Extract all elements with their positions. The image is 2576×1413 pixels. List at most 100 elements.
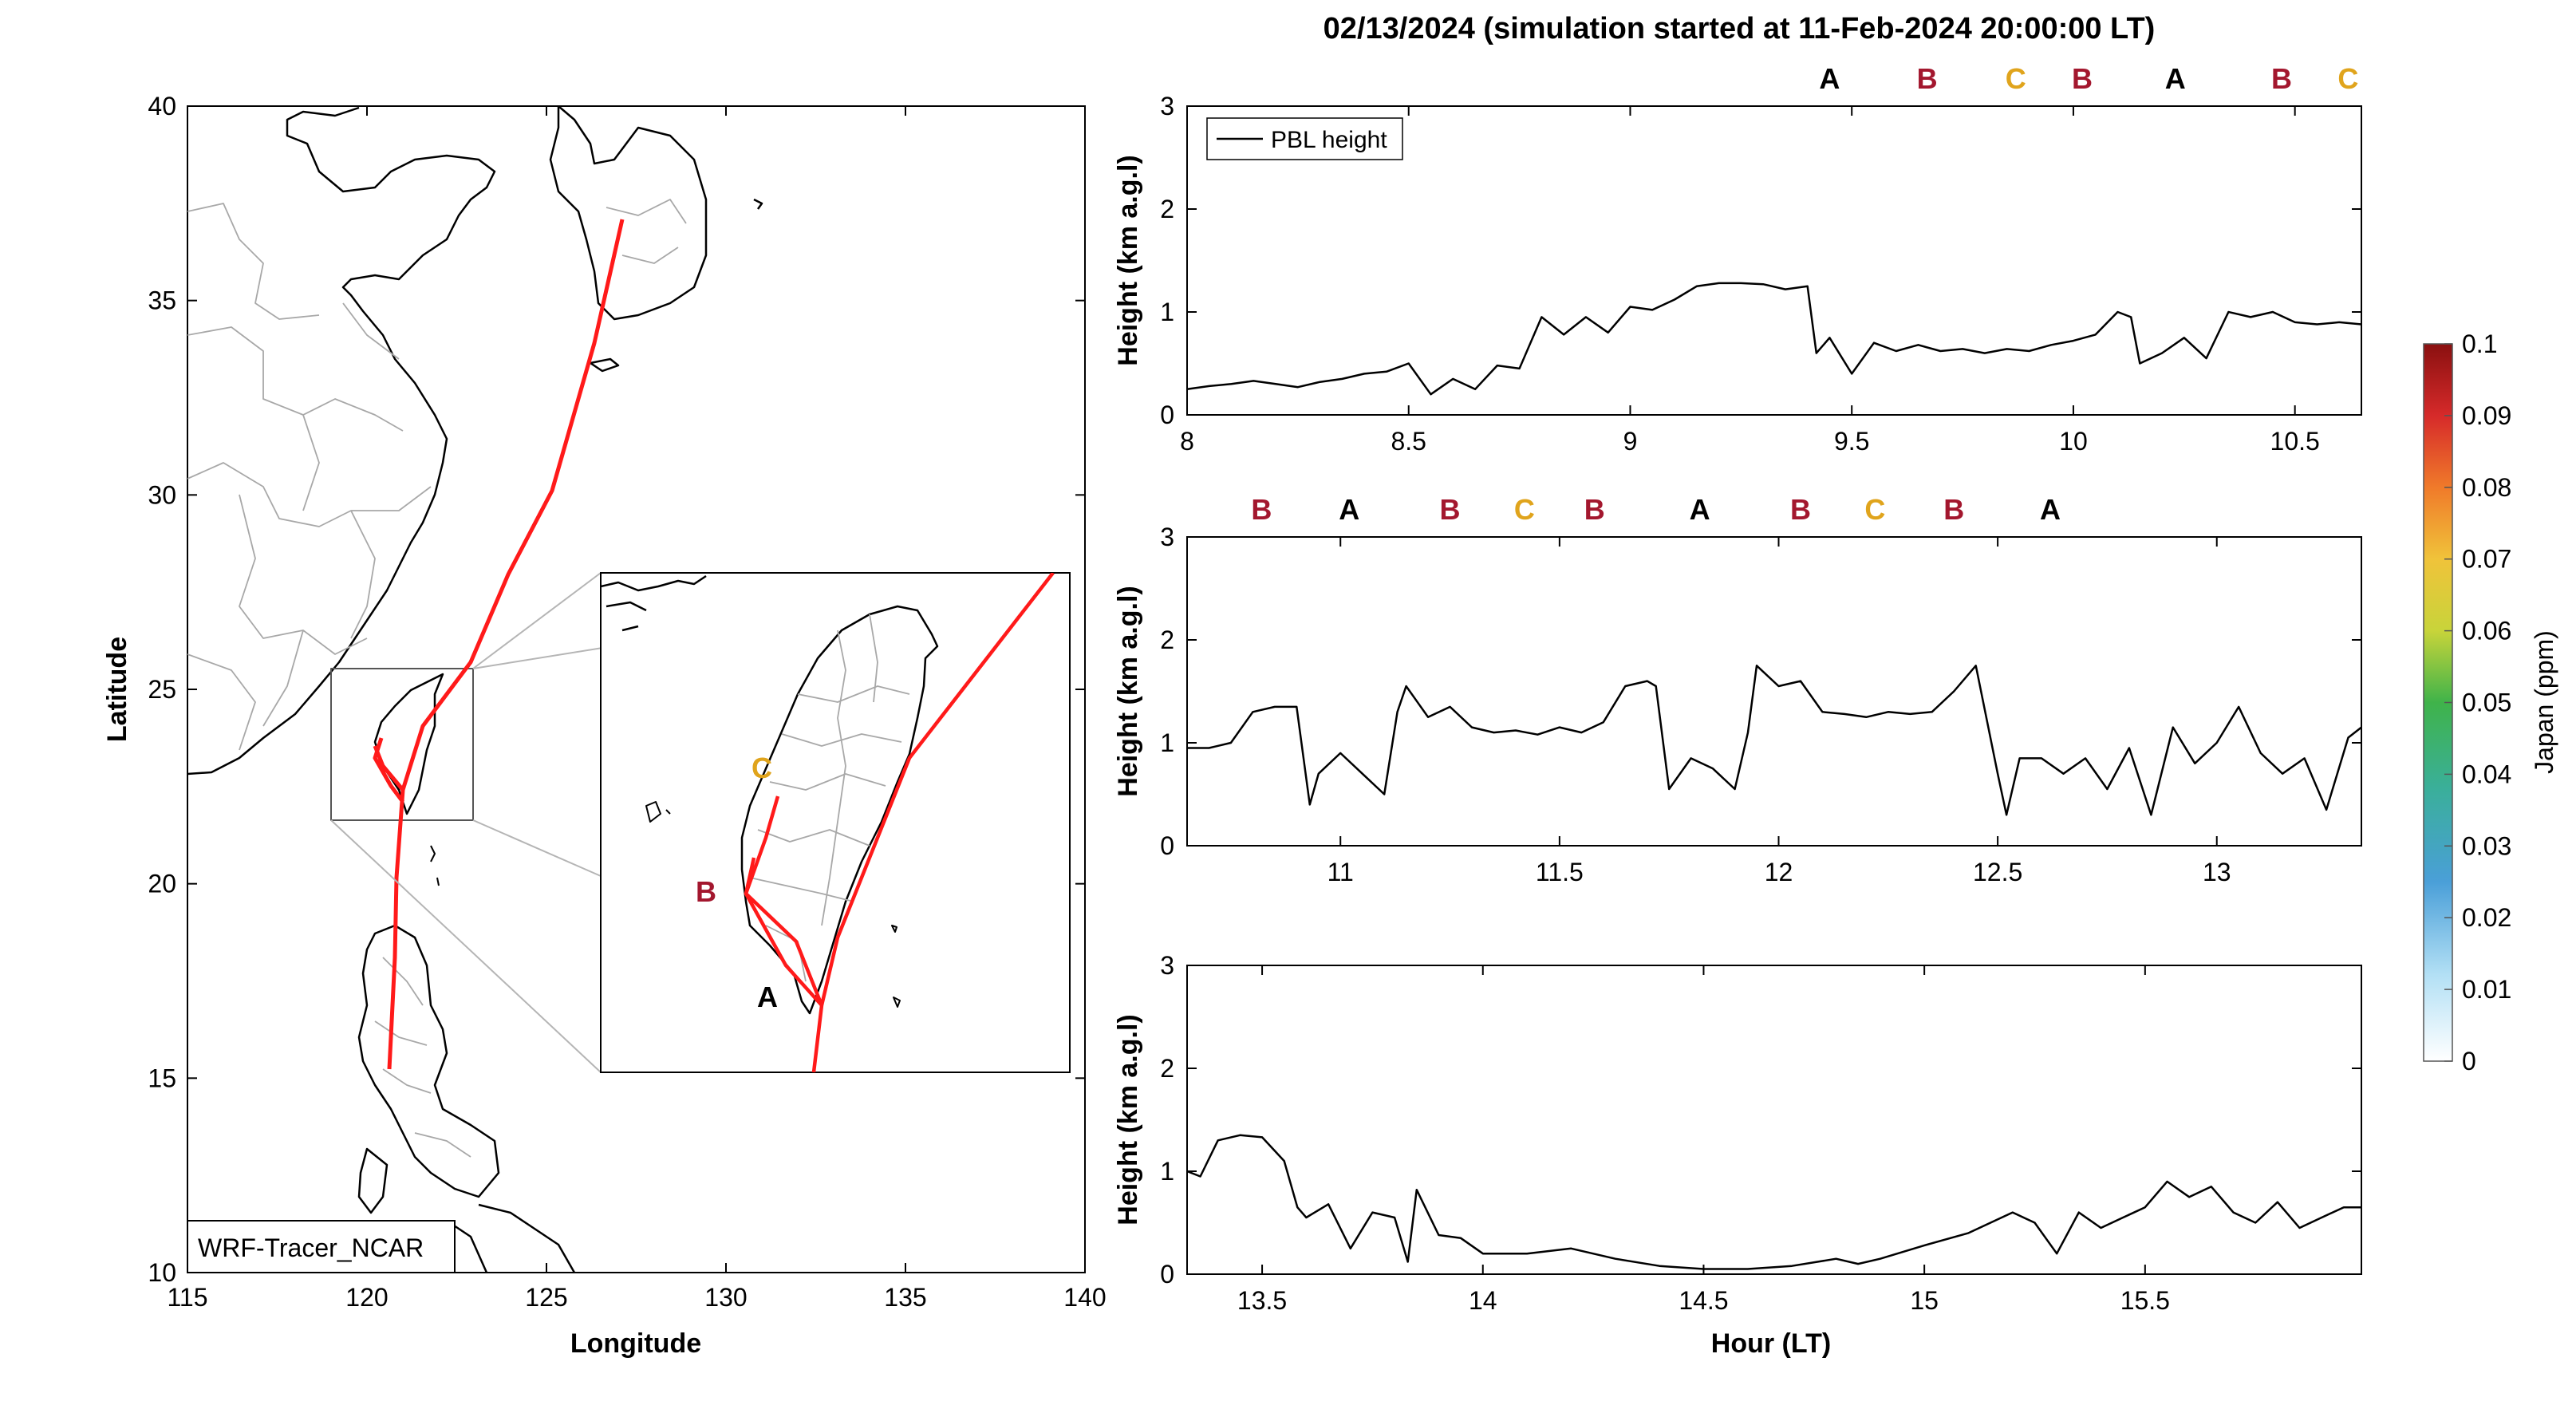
pbl-x-tick-label: 14	[1469, 1286, 1497, 1315]
coastline-mindoro	[357, 1147, 389, 1214]
colorbar-tick-label: 0.03	[2462, 831, 2511, 860]
inset-trajectory-branch	[744, 795, 824, 1007]
colorbar-tick-label: 0.08	[2462, 473, 2511, 502]
trajectory-marker-label: C	[1864, 493, 1885, 526]
colorbar-tick-label: 0.05	[2462, 689, 2511, 717]
coastline-batanes	[430, 845, 440, 886]
inset-label-c: C	[751, 752, 772, 784]
pbl-x-tick-label: 12.5	[1973, 858, 2022, 886]
trajectory-marker-label: B	[1251, 493, 1272, 526]
province-borders	[187, 199, 687, 751]
pbl-y-tick-label: 2	[1160, 1054, 1174, 1083]
map-y-ticks: 10 15 20 25 30 35 40	[148, 92, 1085, 1287]
map-x-tick-label: 135	[884, 1283, 926, 1312]
colorbar-tick-label: 0	[2462, 1047, 2476, 1076]
pbl-x-tick-label: 9.5	[1834, 427, 1869, 456]
pbl-x-tick-label: 14.5	[1679, 1286, 1728, 1315]
map-x-tick-label: 125	[525, 1283, 567, 1312]
pbl-y-axis-label: Height (km a.g.l)	[1113, 586, 1143, 796]
colorbar-tick-label: 0.06	[2462, 617, 2511, 645]
colorbar-tick-label: 0.09	[2462, 401, 2511, 430]
trajectory-marker-label: C	[2337, 62, 2358, 95]
trajectory-marker-label: B	[1917, 62, 1938, 95]
pbl-x-tick-label: 13	[2203, 858, 2231, 886]
colorbar-tick-label: 0.07	[2462, 545, 2511, 574]
trajectory-marker-label: B	[1943, 493, 1964, 526]
inset-penghu	[645, 801, 671, 823]
pbl-y-tick-label: 0	[1160, 831, 1174, 860]
pbl-x-tick-label: 8	[1180, 427, 1194, 456]
pbl-y-tick-label: 1	[1160, 298, 1174, 326]
pbl-y-tick-label: 2	[1160, 626, 1174, 654]
coastline-china	[187, 106, 496, 776]
map-land	[187, 106, 763, 1273]
pbl-y-axis-label: Height (km a.g.l)	[1113, 1014, 1143, 1225]
colorbar-tick-label: 0.04	[2462, 760, 2511, 788]
map-x-tick-label: 115	[167, 1283, 207, 1312]
time-x-axis-label: Hour (LT)	[1711, 1328, 1831, 1359]
pbl-y-tick-label: 1	[1160, 728, 1174, 757]
pbl-x-tick-label: 9	[1623, 427, 1638, 456]
figure-title: 02/13/2024 (simulation started at 11-Feb…	[1324, 12, 2156, 45]
colorbar-label: Japan (ppm)	[2530, 630, 2558, 774]
pbl-axes-frame	[1186, 536, 2362, 847]
pbl-x-tick-label: 10.5	[2270, 427, 2320, 456]
pbl-panel-1: 8 8.5 9 9.5 10 10.5 0 1 2 3 Height (km a.g.l) A B C B A…	[1113, 62, 2362, 456]
trajectory-marker-label: A	[2040, 493, 2061, 526]
colorbar-tick-label: 0.01	[2462, 975, 2511, 1004]
map-y-tick-label: 25	[148, 675, 176, 704]
map-x-ticks: 115 120 125 130 135 140	[167, 106, 1107, 1312]
pbl-x-tick-label: 12	[1765, 858, 1793, 886]
map-y-tick-label: 35	[148, 286, 176, 315]
pbl-x-tick-label: 15.5	[2120, 1286, 2170, 1315]
coastline-luzon	[357, 924, 500, 1198]
pbl-series-line	[1186, 282, 2362, 396]
inset-taiwan-coast	[740, 605, 939, 1015]
pbl-y-tick-label: 2	[1160, 195, 1174, 223]
pbl-series-line	[1187, 665, 2362, 816]
trajectory-marker-label: C	[1514, 493, 1535, 526]
map-panel: 115 120 125 130 135 140 10 15 20 25 30 35 40 Longit…	[102, 92, 1107, 1359]
colorbar: 0 0.01 0.02 0.03 0.04 0.05 0.06 0.07 0.08 0.09 0.1…	[2423, 330, 2558, 1076]
inset-green-island	[891, 925, 901, 1008]
pbl-x-tick-label: 15	[1910, 1286, 1939, 1315]
trajectory-marker-label: C	[2006, 62, 2026, 95]
model-label: WRF-Tracer_NCAR	[198, 1233, 424, 1262]
trajectory-marker-label: B	[2072, 62, 2093, 95]
inset-label-a: A	[757, 981, 778, 1013]
map-y-tick-label: 10	[148, 1258, 176, 1287]
map-y-axis-label: Latitude	[102, 637, 132, 742]
colorbar-ticks: 0 0.01 0.02 0.03 0.04 0.05 0.06 0.07 0.08 0.09 0.1	[2444, 330, 2511, 1076]
trajectory-marker-label: B	[1440, 493, 1461, 526]
pbl-x-tick-label: 11	[1327, 858, 1354, 886]
trajectory-taiwan-branch	[373, 737, 404, 803]
model-label-box	[187, 1220, 456, 1273]
pbl-y-tick-label: 3	[1160, 951, 1174, 980]
inset-county-borders	[749, 614, 910, 982]
map-x-tick-label: 130	[704, 1283, 747, 1312]
trajectory-marker-label: A	[1690, 493, 1710, 526]
trajectory-marker-label: B	[2271, 62, 2292, 95]
pbl-y-axis-label: Height (km a.g.l)	[1113, 155, 1143, 365]
inset-trajectory	[811, 573, 1055, 1072]
pbl-y-tick-label: 1	[1160, 1157, 1174, 1186]
pbl-axes-frame	[1186, 965, 2362, 1275]
colorbar-tick-label: 0.02	[2462, 903, 2511, 932]
pbl-x-tick-label: 8.5	[1391, 427, 1426, 456]
coastline-korea	[549, 106, 708, 321]
map-y-tick-label: 20	[148, 870, 176, 898]
trajectory-marker-label: A	[1339, 493, 1359, 526]
coastline-kyushu	[753, 198, 763, 210]
map-y-tick-label: 40	[148, 92, 176, 120]
trajectory-marker-label: B	[1584, 493, 1605, 526]
coastline-jeju	[589, 357, 620, 373]
map-x-tick-label: 140	[1063, 1283, 1106, 1312]
map-y-tick-label: 30	[148, 480, 176, 509]
pbl-x-tick-label: 10	[2059, 427, 2088, 456]
map-y-tick-label: 15	[148, 1064, 176, 1092]
map-x-axis-label: Longitude	[570, 1328, 701, 1359]
inset-frame	[600, 572, 1071, 1073]
trajectory-marker-label: B	[1790, 493, 1811, 526]
inset-china-coast	[601, 574, 707, 632]
